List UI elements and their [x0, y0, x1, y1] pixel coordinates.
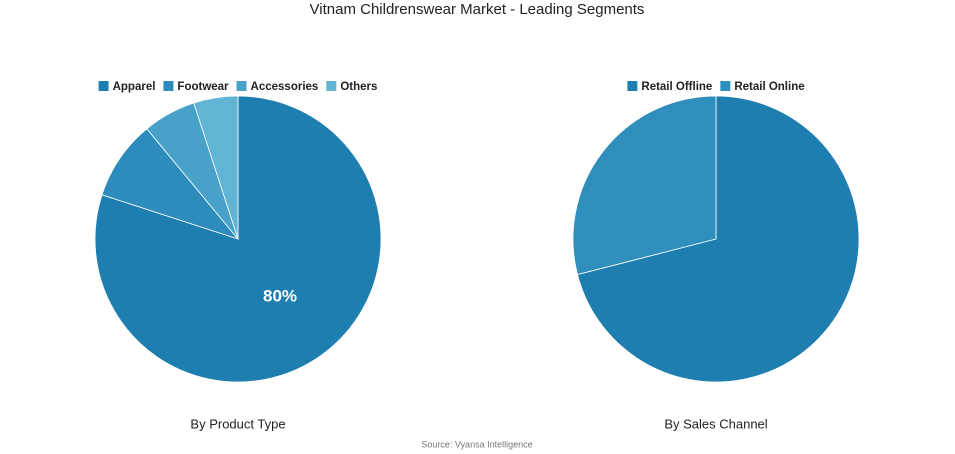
pie-slice — [193, 95, 239, 240]
legend-swatch — [720, 81, 731, 91]
legend-label: Retail Offline — [641, 81, 712, 93]
chart-title: Vitnam Childrenswear Market - Leading Se… — [310, 1, 645, 18]
pie-slice — [572, 95, 717, 276]
legend-swatch — [236, 81, 247, 91]
source: Source: Vyansa Intelligence — [421, 439, 532, 449]
pie-title: By Sales Channel — [664, 416, 767, 431]
legend-swatch — [163, 81, 174, 91]
pie-slice — [577, 95, 860, 383]
pie-slice — [101, 128, 240, 240]
legend-label: Accessories — [251, 81, 319, 93]
legend-swatch — [326, 81, 337, 91]
legend: Apparel Footwear Accessories Others — [98, 81, 377, 93]
legend: Retail Offline Retail Online — [627, 81, 805, 93]
legend-label: Retail Online — [734, 81, 804, 93]
legend-label: Footwear — [177, 81, 229, 93]
legend-label: Others — [340, 81, 377, 93]
legend-label: Apparel — [113, 81, 156, 93]
legend-swatch — [98, 81, 109, 91]
value-label: 80% — [263, 286, 297, 305]
legend-swatch — [627, 81, 638, 91]
pie-title: By Product Type — [190, 416, 285, 431]
